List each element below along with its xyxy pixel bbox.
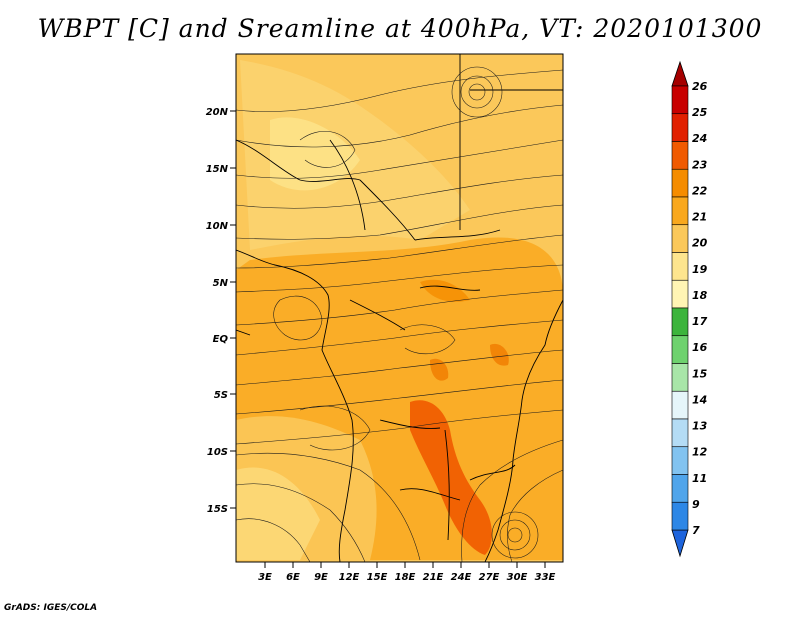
colorbar-segment [671, 307, 689, 337]
lat-axis: 20N 15N 10N 5N EQ 5S 10S 15S [206, 107, 236, 515]
field-hot-spot-east [490, 343, 509, 366]
colorbar-bottom-arrow [671, 529, 689, 558]
colorbar-segment [671, 141, 689, 170]
colorbar-label: 19 [692, 263, 708, 276]
colorbar-label: 23 [692, 158, 708, 171]
lon-label-12e: 12E [339, 572, 360, 583]
colorbar-label: 7 [692, 524, 700, 537]
lon-label-30e: 30E [507, 572, 528, 583]
field-hot-core [410, 400, 492, 555]
lon-axis: 3E 6E 9E 12E 15E 18E 21E 24E 27E 30E 33E [258, 562, 556, 583]
lat-label-10s: 10S [207, 447, 228, 458]
lon-label-3e: 3E [258, 572, 272, 583]
lat-label-15s: 15S [207, 504, 228, 515]
colorbar-segment [671, 418, 689, 448]
colorbar-segment [671, 501, 689, 531]
lon-label-6e: 6E [286, 572, 300, 583]
colorbar-segment [671, 390, 689, 420]
lon-label-24e: 24E [451, 572, 472, 583]
coastlines [236, 54, 563, 562]
colorbar-label: 17 [692, 315, 708, 328]
east-coast [484, 299, 563, 562]
colorbar-label: 14 [692, 393, 707, 406]
colorbar-segment [671, 252, 689, 281]
lon-label-9e: 9E [314, 572, 328, 583]
colorbar-label: 25 [692, 106, 708, 119]
grads-credit: GrADS: IGES/COLA [4, 603, 98, 613]
lon-label-27e: 27E [479, 572, 500, 583]
wbpt-shading [236, 54, 563, 562]
map-frame [235, 53, 564, 563]
colorbar-segment [671, 224, 689, 253]
colorbar-label: 24 [692, 132, 707, 145]
colorbar-segment [671, 474, 689, 503]
field-pale-north [270, 117, 360, 191]
colorbar-label: 18 [692, 289, 708, 302]
colorbar-label: 12 [692, 446, 708, 459]
colorbar-segment [671, 446, 689, 475]
lon-label-18e: 18E [395, 572, 416, 583]
colorbar: 26 25 24 23 22 21 20 19 18 17 16 15 14 13 12 11 9 7 [671, 60, 708, 558]
lat-label-20n: 20N [206, 107, 229, 118]
lon-label-15e: 15E [367, 572, 388, 583]
streamlines [236, 66, 563, 562]
lon-label-21e: 21E [423, 572, 444, 583]
colorbar-label: 21 [692, 211, 707, 224]
colorbar-label: 13 [692, 420, 708, 433]
colorbar-label: 20 [692, 237, 708, 250]
field-pale-south [236, 467, 320, 560]
colorbar-label: 22 [692, 184, 708, 197]
lat-label-eq: EQ [213, 334, 229, 345]
chart-title: WBPT [C] and Sreamline at 400hPa, VT: 20… [37, 14, 763, 43]
colorbar-label: 16 [692, 341, 708, 354]
field-warm-band [420, 279, 470, 302]
colorbar-label: 26 [692, 80, 708, 93]
colorbar-label: 9 [692, 498, 700, 511]
colorbar-label: 15 [692, 367, 708, 380]
lat-label-10n: 10N [206, 221, 229, 232]
colorbar-segment [671, 279, 689, 309]
lon-label-33e: 33E [535, 572, 556, 583]
colorbar-segment [671, 85, 689, 115]
colorbar-segment [671, 196, 689, 226]
lat-label-5s: 5S [214, 390, 228, 401]
colorbar-top-arrow [671, 60, 689, 87]
lat-label-15n: 15N [206, 164, 229, 175]
colorbar-segment [671, 363, 689, 392]
colorbar-segment [671, 113, 689, 142]
lat-label-5n: 5N [213, 278, 229, 289]
colorbar-segment [671, 335, 689, 364]
colorbar-label: 11 [692, 472, 707, 485]
west-coast [236, 249, 354, 562]
colorbar-segment [671, 168, 689, 198]
